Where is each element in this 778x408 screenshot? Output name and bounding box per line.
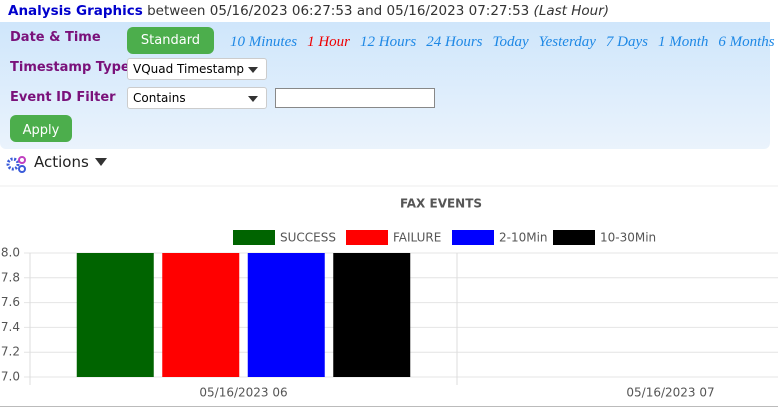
select[interactable]: Contains	[127, 87, 267, 109]
date: 05/16/2023 07:27:53	[386, 3, 530, 19]
bar	[162, 253, 240, 377]
legend-swatch	[346, 230, 388, 245]
y-tick-label: 7.8	[1, 270, 20, 284]
x-tick-label: 05/16/2023 07	[626, 386, 714, 400]
standard-button[interactable]: Standard	[127, 27, 214, 54]
label: Timestamp Type	[10, 60, 130, 75]
bar	[247, 253, 325, 377]
actions-label[interactable]: Actions	[34, 153, 89, 171]
date: 05/16/2023 06:27:53	[209, 3, 353, 19]
legend-label: SUCCESS	[280, 231, 336, 245]
legend-swatch	[553, 230, 595, 245]
x-tick-label: 05/16/2023 06	[199, 386, 287, 400]
bar	[333, 253, 411, 377]
chart: FAX EVENTS 7.0 7.2 7.4 7.6 7.8 8.0 SUCCESS FAIL…	[0, 185, 778, 407]
legend-swatch	[233, 230, 275, 245]
y-tick-label: 7.2	[1, 345, 20, 359]
y-tick-label: 8.0	[1, 246, 20, 260]
range-link[interactable]: 1 Hour	[307, 34, 350, 50]
legend-label: 10-30Min	[600, 231, 656, 245]
range-link[interactable]: 6 Months	[718, 34, 775, 50]
range-link[interactable]: Today	[492, 34, 529, 50]
filter-panel: Date & Time Standard 10 Minutes 1 Hour 12 …	[0, 22, 775, 149]
y-tick-label: 7.4	[1, 320, 20, 334]
caret	[94, 158, 107, 166]
range-link[interactable]: 24 Hours	[426, 34, 483, 50]
title: Analysis Graphics	[8, 3, 143, 19]
range-link[interactable]: Yesterday	[538, 34, 596, 50]
legend-swatch	[452, 230, 494, 245]
range-link[interactable]: 10 Minutes	[230, 34, 298, 50]
legend-label: 2-10Min	[499, 231, 548, 245]
text-input[interactable]	[275, 88, 435, 108]
actions[interactable]: Actions	[34, 153, 108, 171]
bar	[76, 253, 154, 377]
label: Event ID Filter	[10, 90, 116, 105]
range-link[interactable]: 7 Days	[605, 34, 648, 50]
chart-title: FAX EVENTS	[400, 197, 482, 211]
range-link[interactable]: 1 Month	[657, 34, 709, 50]
header: Analysis Graphics between 05/16/2023 06:…	[8, 3, 609, 19]
text: between	[147, 3, 206, 19]
label: Date & Time	[10, 30, 101, 45]
legend-label: FAILURE	[393, 231, 441, 245]
range-links: 10 Minutes 1 Hour 12 Hours 24 Hours Today Yes…	[230, 31, 778, 51]
y-tick-label: 7.6	[1, 295, 20, 309]
range: (Last Hour)	[533, 3, 610, 19]
apply-button[interactable]: Apply	[10, 115, 72, 142]
range-link[interactable]: 12 Hours	[360, 34, 417, 50]
select[interactable]: VQuad Timestamp	[127, 58, 267, 80]
y-tick-label: 7.0	[1, 370, 20, 384]
actions-icon[interactable]	[6, 155, 28, 173]
text: and	[356, 3, 383, 19]
